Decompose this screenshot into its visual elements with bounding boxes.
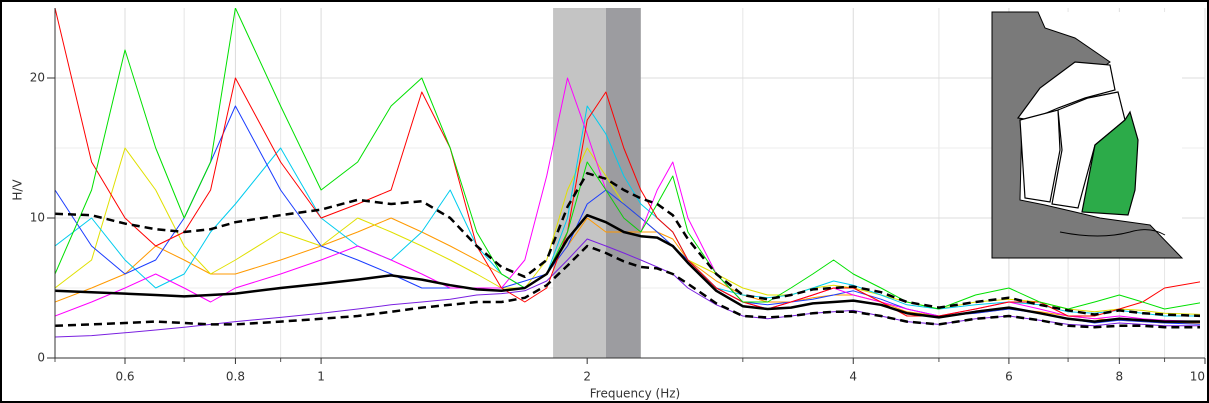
x-tick-label: 4 xyxy=(849,370,857,384)
hv-curve xyxy=(55,8,1200,317)
std-curve xyxy=(55,171,1200,318)
hv-curve xyxy=(55,213,1200,323)
y-axis-label: H/V xyxy=(11,179,25,201)
x-tick-label: 6 xyxy=(1005,370,1013,384)
x-tick-label: 8 xyxy=(1116,370,1124,384)
y-tick-label: 20 xyxy=(30,71,45,85)
inset-block xyxy=(1019,109,1061,203)
hv-curve xyxy=(55,105,1200,325)
y-tick-label: 0 xyxy=(37,351,45,365)
x-tick-label: 1 xyxy=(317,370,325,384)
x-axis-label: Frequency (Hz) xyxy=(590,387,681,401)
inset-ground xyxy=(991,11,1184,259)
std-curve xyxy=(55,244,1200,329)
inset-green-block xyxy=(1081,110,1139,216)
y-tick-label: 10 xyxy=(30,211,45,225)
x-tick-label: 0.8 xyxy=(226,370,245,384)
inset-map xyxy=(991,11,1184,259)
frequency-band xyxy=(553,8,606,358)
hv-curve xyxy=(55,8,1200,310)
plot-lines xyxy=(55,8,1200,338)
x-tick-label: 2 xyxy=(583,370,591,384)
x-tick-label: 10 xyxy=(1190,370,1205,384)
axes: 0.6 0.8 1 2 4 6 8 10 0 10 20 Frequency (Hz) H/V xyxy=(11,8,1206,401)
x-tick-label: 0.6 xyxy=(115,370,134,384)
inset-contour xyxy=(1059,229,1166,237)
